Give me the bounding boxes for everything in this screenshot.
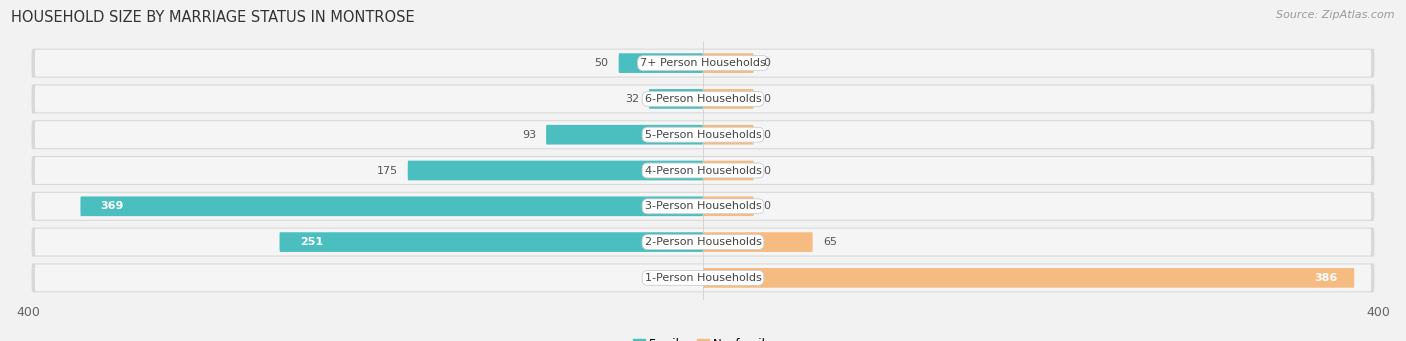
FancyBboxPatch shape: [80, 196, 703, 216]
FancyBboxPatch shape: [35, 86, 1371, 112]
Legend: Family, Nonfamily: Family, Nonfamily: [633, 338, 773, 341]
Text: 50: 50: [595, 58, 609, 68]
Text: 0: 0: [763, 130, 770, 140]
FancyBboxPatch shape: [31, 227, 1375, 256]
Text: 369: 369: [101, 201, 124, 211]
Text: Source: ZipAtlas.com: Source: ZipAtlas.com: [1277, 10, 1395, 20]
Text: HOUSEHOLD SIZE BY MARRIAGE STATUS IN MONTROSE: HOUSEHOLD SIZE BY MARRIAGE STATUS IN MON…: [11, 10, 415, 25]
Text: 5-Person Households: 5-Person Households: [644, 130, 762, 140]
Text: 93: 93: [522, 130, 536, 140]
FancyBboxPatch shape: [35, 229, 1371, 255]
FancyBboxPatch shape: [31, 192, 1375, 221]
Text: 0: 0: [763, 58, 770, 68]
FancyBboxPatch shape: [703, 89, 754, 109]
FancyBboxPatch shape: [408, 161, 703, 180]
FancyBboxPatch shape: [703, 196, 754, 216]
Text: 4-Person Households: 4-Person Households: [644, 165, 762, 176]
Text: 251: 251: [299, 237, 323, 247]
FancyBboxPatch shape: [703, 53, 754, 73]
FancyBboxPatch shape: [650, 89, 703, 109]
FancyBboxPatch shape: [280, 232, 703, 252]
FancyBboxPatch shape: [35, 193, 1371, 220]
FancyBboxPatch shape: [35, 265, 1371, 291]
FancyBboxPatch shape: [31, 49, 1375, 78]
Text: 0: 0: [763, 94, 770, 104]
FancyBboxPatch shape: [35, 157, 1371, 184]
Text: 175: 175: [377, 165, 398, 176]
FancyBboxPatch shape: [703, 268, 1354, 288]
Text: 386: 386: [1315, 273, 1337, 283]
Text: 65: 65: [823, 237, 837, 247]
Text: 0: 0: [763, 165, 770, 176]
Text: 1-Person Households: 1-Person Households: [644, 273, 762, 283]
FancyBboxPatch shape: [31, 156, 1375, 185]
FancyBboxPatch shape: [546, 125, 703, 145]
Text: 6-Person Households: 6-Person Households: [644, 94, 762, 104]
Text: 7+ Person Households: 7+ Person Households: [640, 58, 766, 68]
Text: 32: 32: [624, 94, 638, 104]
FancyBboxPatch shape: [31, 120, 1375, 149]
FancyBboxPatch shape: [31, 85, 1375, 114]
Text: 3-Person Households: 3-Person Households: [644, 201, 762, 211]
FancyBboxPatch shape: [619, 53, 703, 73]
Text: 2-Person Households: 2-Person Households: [644, 237, 762, 247]
FancyBboxPatch shape: [31, 263, 1375, 292]
FancyBboxPatch shape: [35, 50, 1371, 76]
FancyBboxPatch shape: [35, 121, 1371, 148]
Text: 0: 0: [763, 201, 770, 211]
FancyBboxPatch shape: [703, 125, 754, 145]
FancyBboxPatch shape: [703, 161, 754, 180]
FancyBboxPatch shape: [703, 232, 813, 252]
